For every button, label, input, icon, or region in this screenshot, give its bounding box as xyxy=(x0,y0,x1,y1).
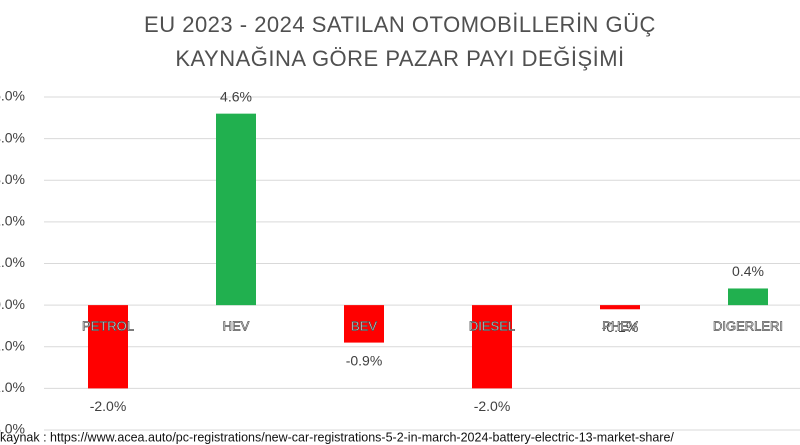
x-tick-label: DIGERLERI xyxy=(713,319,783,334)
x-tick-label: DIESEL xyxy=(469,319,515,334)
data-label: 4.6% xyxy=(220,88,252,104)
x-tick-label: PHEV xyxy=(602,319,638,334)
x-tick-label: HEV xyxy=(223,319,250,334)
y-tick-label: 4.0% xyxy=(0,129,25,145)
data-label: -2.0% xyxy=(90,398,127,414)
y-tick-label: 5.0% xyxy=(0,88,25,104)
chart-title: KAYNAĞINA GÖRE PAZAR PAYI DEĞİŞİMİ xyxy=(175,46,624,71)
data-label: -0.9% xyxy=(346,352,383,368)
y-tick-label: 1.0% xyxy=(0,254,25,270)
data-label: 0.4% xyxy=(732,263,764,279)
source-note: kaynak : https://www.acea.auto/pc-regist… xyxy=(0,430,674,444)
bar xyxy=(88,305,128,389)
bar xyxy=(216,113,256,306)
y-tick-label: 0.0% xyxy=(0,296,25,312)
x-tick-label: PETROL xyxy=(82,319,134,334)
bar xyxy=(472,305,512,389)
y-tick-label: -1.0% xyxy=(0,337,25,353)
data-label: -0.1% xyxy=(602,319,639,335)
x-tick-label: BEV xyxy=(351,319,377,334)
bar xyxy=(600,305,640,310)
bar xyxy=(344,305,384,343)
y-tick-label: -3.0% xyxy=(0,421,25,437)
y-tick-label: 3.0% xyxy=(0,171,25,187)
data-label: -2.0% xyxy=(474,398,511,414)
bar xyxy=(728,288,768,306)
y-tick-label: 2.0% xyxy=(0,213,25,229)
chart-title: EU 2023 - 2024 SATILAN OTOMOBİLLERİN GÜÇ xyxy=(144,12,656,37)
y-tick-label: -2.0% xyxy=(0,379,25,395)
